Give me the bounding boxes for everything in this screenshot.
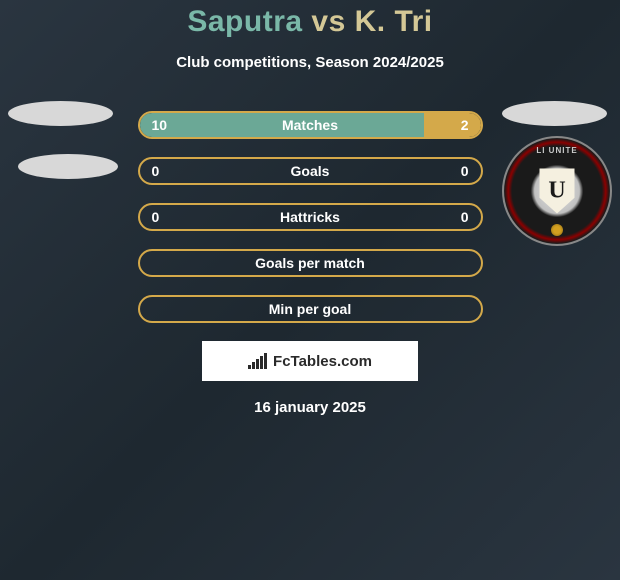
badge-letter: U	[548, 178, 565, 205]
player1-name: Saputra	[187, 5, 302, 38]
badge-text: LI UNITE	[536, 146, 577, 155]
subtitle: Club competitions, Season 2024/2025	[0, 54, 620, 71]
chart-icon	[248, 353, 267, 369]
stat-right-value: 2	[461, 117, 469, 133]
stat-bar-mpg: Min per goal	[138, 295, 483, 323]
avatar-placeholder-2	[18, 154, 118, 179]
stat-left-value: 10	[152, 117, 168, 133]
stat-label: Goals per match	[255, 255, 365, 271]
watermark-text: FcTables.com	[273, 353, 372, 370]
stat-bar-goals: 0 Goals 0	[138, 157, 483, 185]
player1-avatar-area	[8, 101, 118, 179]
badge-shield: U	[540, 169, 575, 214]
date-text: 16 january 2025	[0, 399, 620, 416]
stat-label: Hattricks	[280, 209, 340, 225]
player2-avatar-area: LI UNITE U	[502, 101, 612, 246]
page-title: Saputra vs K. Tri	[0, 5, 620, 39]
badge-ball-icon	[551, 224, 563, 236]
stat-bar-hattricks: 0 Hattricks 0	[138, 203, 483, 231]
stats-area: LI UNITE U 10 Matches 2 0 Goals 0 0	[0, 111, 620, 416]
watermark[interactable]: FcTables.com	[202, 341, 418, 381]
avatar-placeholder-1	[8, 101, 113, 126]
stat-bars-container: 10 Matches 2 0 Goals 0 0 Hattricks 0 Goa…	[138, 111, 483, 323]
avatar-placeholder-3	[502, 101, 607, 126]
stat-left-value: 0	[152, 209, 160, 225]
stat-bar-gpm: Goals per match	[138, 249, 483, 277]
club-badge: LI UNITE U	[502, 136, 612, 246]
stat-label: Matches	[282, 117, 338, 133]
main-container: Saputra vs K. Tri Club competitions, Sea…	[0, 0, 620, 416]
stat-bar-matches: 10 Matches 2	[138, 111, 483, 139]
stat-right-value: 0	[461, 209, 469, 225]
stat-label: Goals	[291, 163, 330, 179]
stat-label: Min per goal	[269, 301, 351, 317]
player2-name: K. Tri	[355, 5, 433, 38]
vs-text: vs	[311, 5, 345, 38]
stat-left-value: 0	[152, 163, 160, 179]
stat-right-value: 0	[461, 163, 469, 179]
bar-fill-right	[424, 113, 481, 137]
